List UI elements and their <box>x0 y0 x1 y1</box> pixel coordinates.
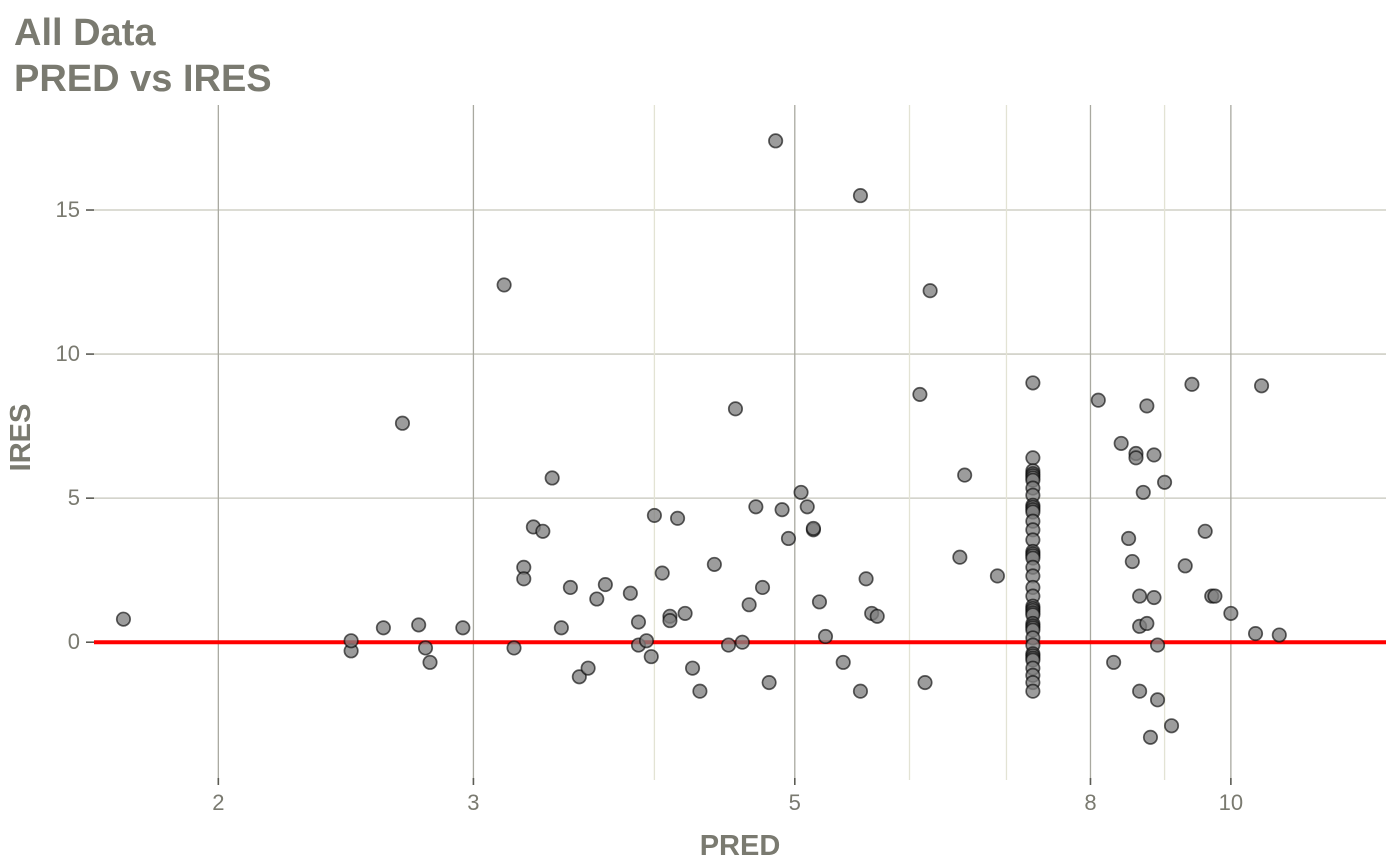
svg-text:2: 2 <box>212 790 224 815</box>
svg-text:5: 5 <box>68 485 80 510</box>
svg-text:10: 10 <box>1219 790 1243 815</box>
svg-text:10: 10 <box>56 341 80 366</box>
svg-text:3: 3 <box>467 790 479 815</box>
svg-text:PRED: PRED <box>700 830 781 862</box>
svg-text:IRES: IRES <box>5 404 37 472</box>
svg-text:5: 5 <box>789 790 801 815</box>
svg-text:8: 8 <box>1084 790 1096 815</box>
svg-text:15: 15 <box>56 197 80 222</box>
svg-text:0: 0 <box>68 629 80 654</box>
